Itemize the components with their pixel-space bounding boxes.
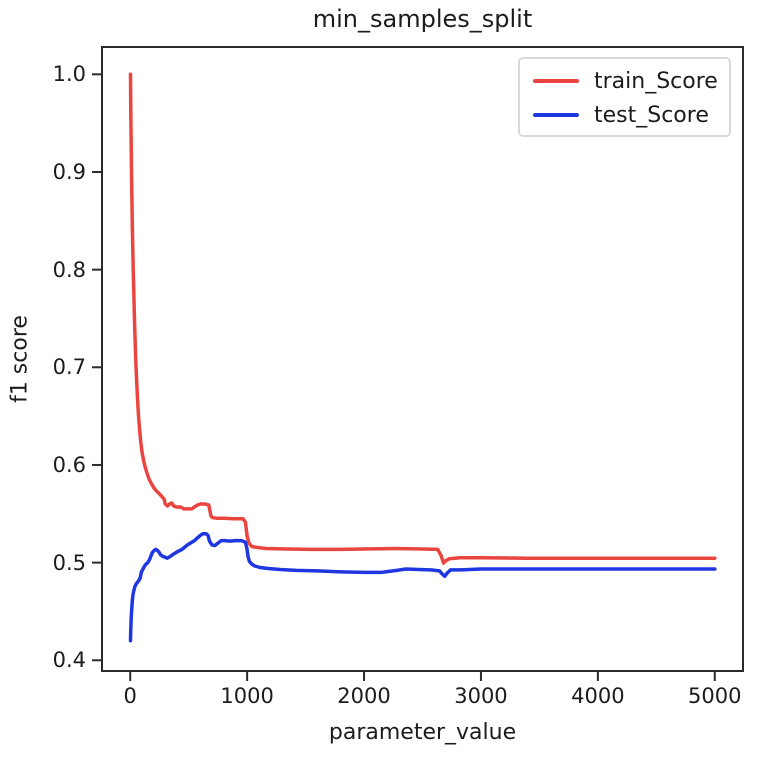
legend-line-swatch — [533, 79, 579, 83]
x-tick-label: 1000 — [220, 684, 274, 708]
legend-label: test_Score — [594, 102, 709, 128]
y-tick-label: 0.8 — [52, 257, 86, 282]
legend-entry: test_Score — [533, 98, 729, 132]
axes-spines — [101, 46, 744, 672]
x-tick-label: 3000 — [454, 684, 508, 708]
legend-label: train_Score — [594, 68, 718, 94]
y-tick-label: 0.4 — [52, 648, 86, 673]
x-tick-label: 0 — [123, 684, 137, 708]
x-tick-label: 5000 — [688, 684, 742, 708]
x-tick-label: 4000 — [571, 684, 625, 708]
x-tick-label: 2000 — [337, 684, 391, 708]
x-axis-label: parameter_value — [328, 720, 517, 745]
y-tick-label: 0.6 — [52, 452, 86, 477]
legend-line-swatch — [533, 113, 579, 117]
y-tick-label: 0.9 — [52, 159, 86, 184]
y-tick-label: 0.7 — [52, 355, 86, 380]
chart-title: min_samples_split — [312, 5, 533, 33]
series-line-train_Score — [128, 72, 717, 565]
legend: train_Score test_Score — [518, 57, 731, 137]
plot-area — [92, 46, 744, 681]
y-axis-label: f1 score — [7, 315, 33, 403]
series-line-test_Score — [128, 532, 717, 643]
y-tick-label: 1.0 — [52, 62, 86, 87]
legend-entry: train_Score — [533, 64, 729, 98]
y-tick-label: 0.5 — [52, 550, 86, 575]
